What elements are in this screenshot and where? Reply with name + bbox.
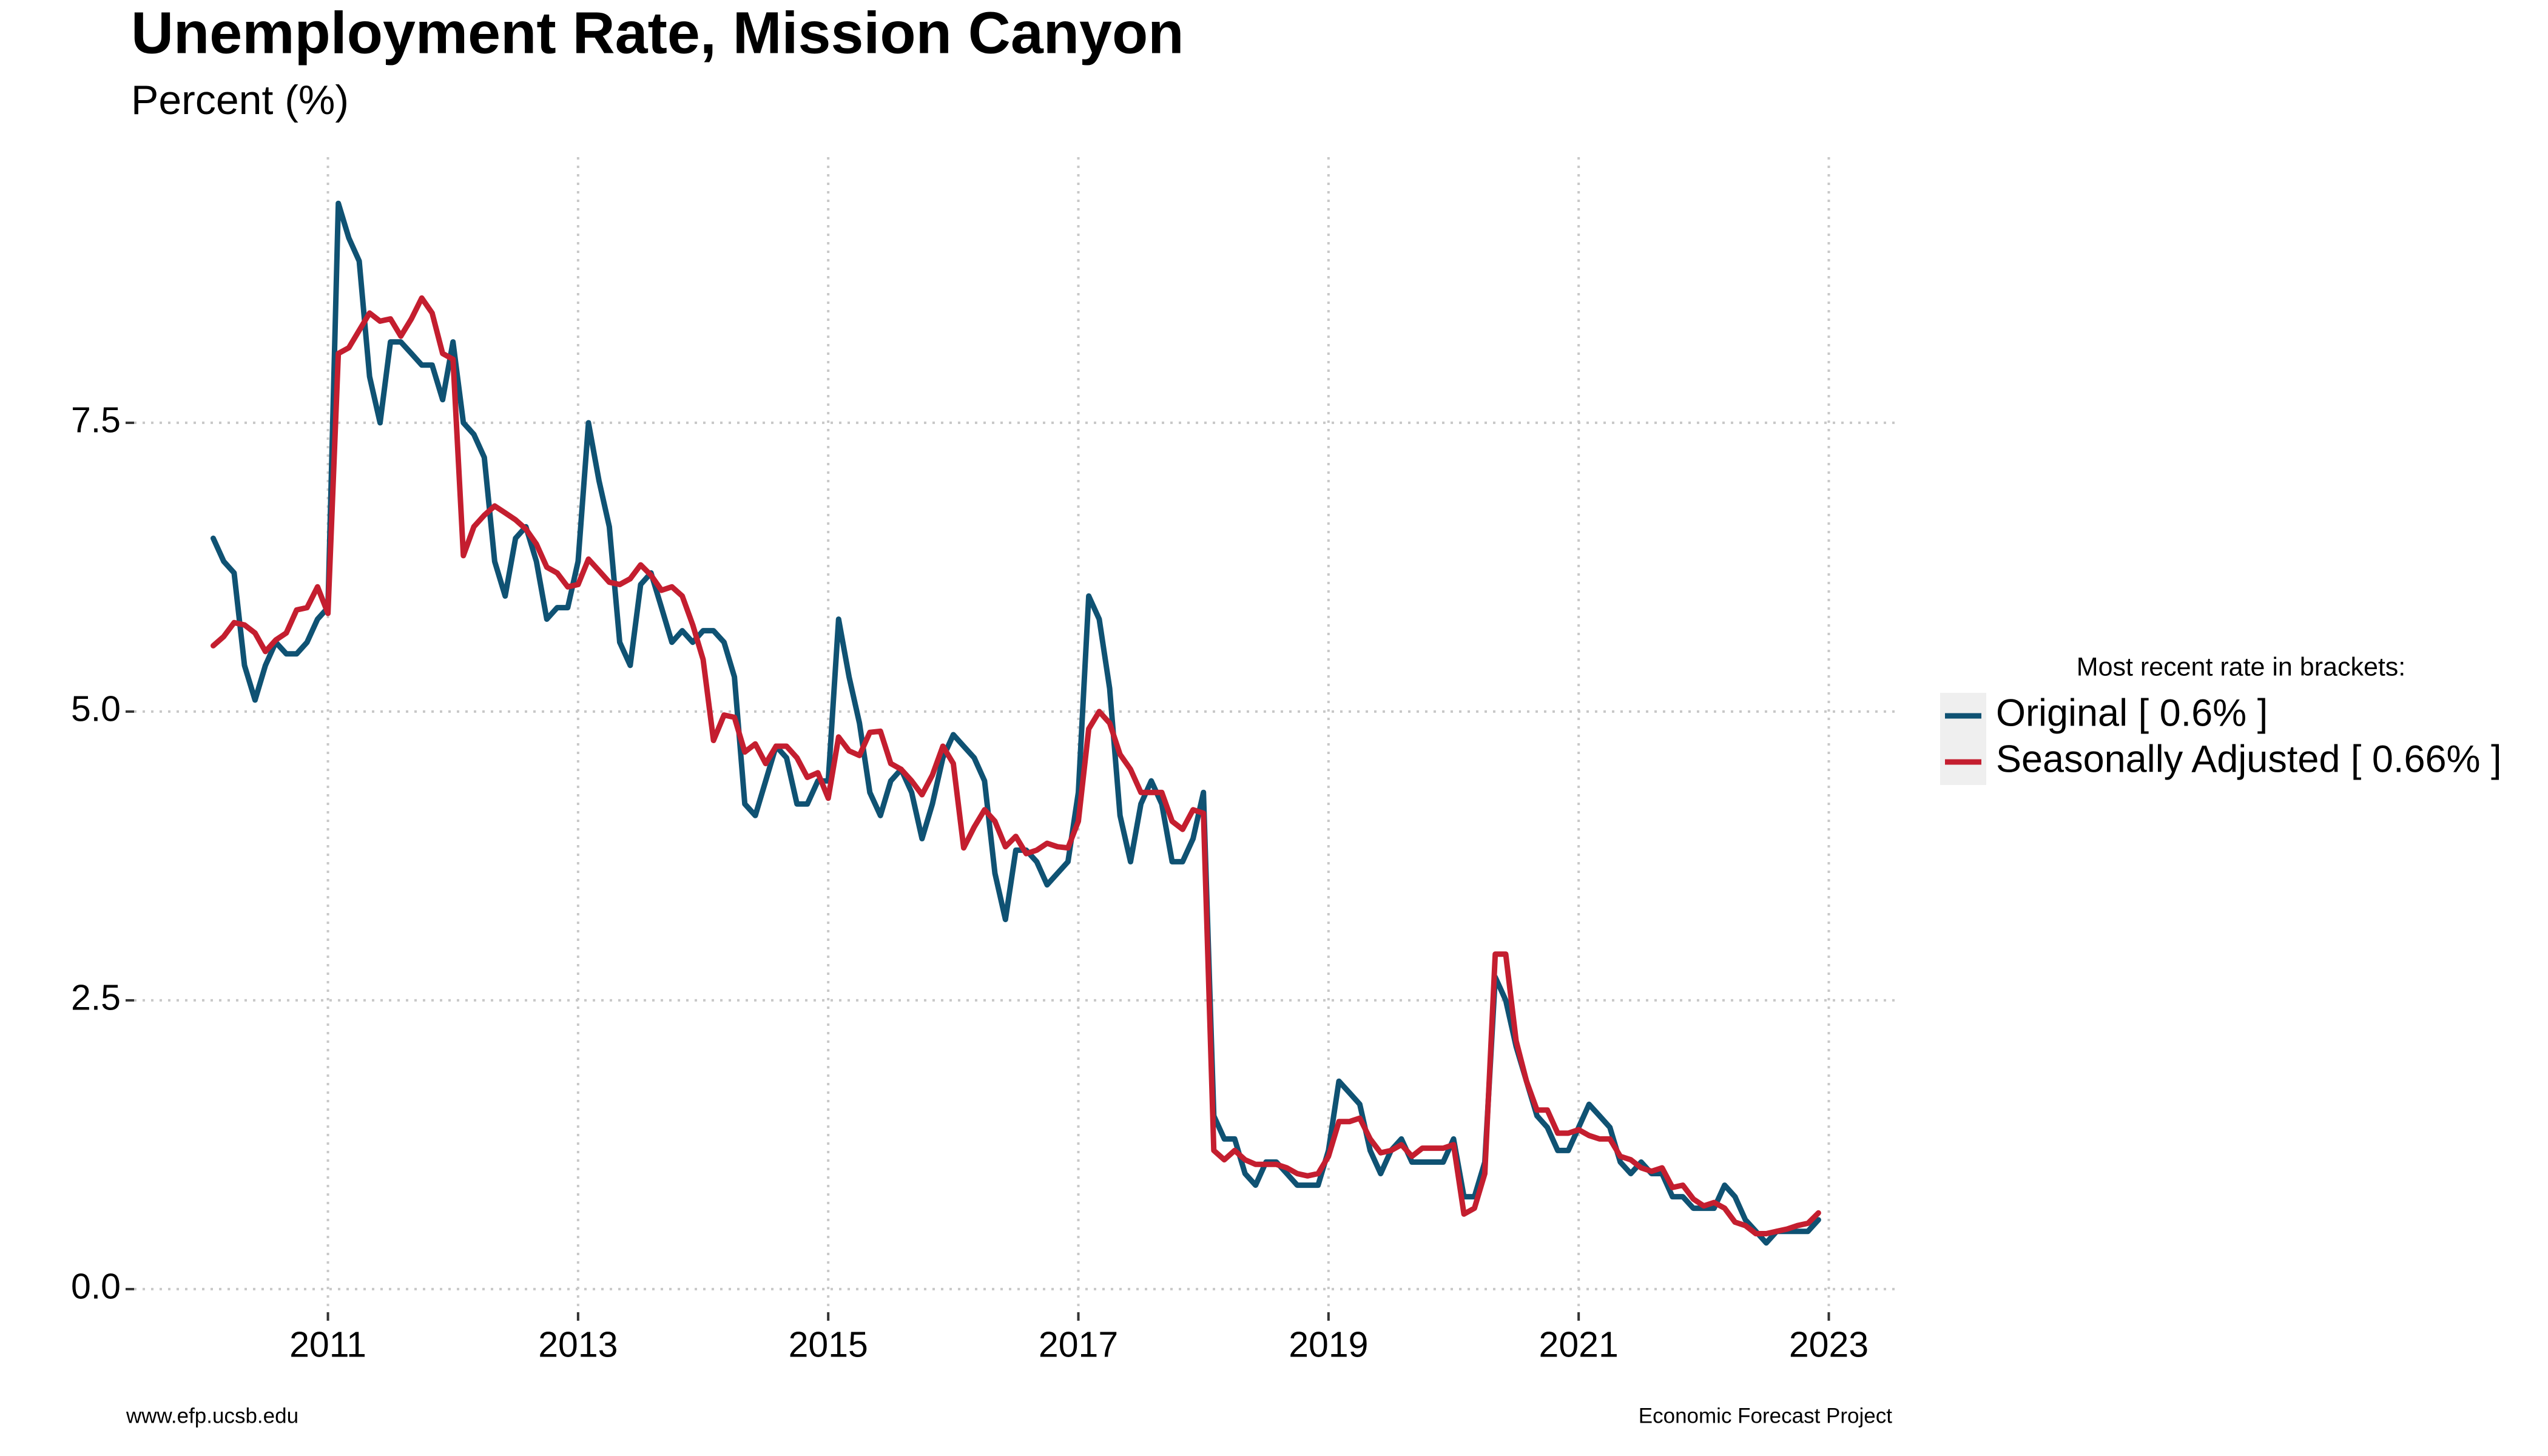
- x-tick-label: 2019: [1289, 1325, 1368, 1365]
- legend-label: Seasonally Adjusted [ 0.66% ]: [1996, 738, 2502, 781]
- chart-subtitle: Percent (%): [131, 77, 349, 123]
- y-tick-label: 5.0: [71, 689, 121, 729]
- y-tick-label: 0.0: [71, 1266, 121, 1306]
- y-tick-label: 7.5: [71, 400, 121, 440]
- legend-label: Original [ 0.6% ]: [1996, 692, 2268, 735]
- series-line: [211, 295, 1821, 1236]
- y-tick-label: 2.5: [71, 977, 121, 1017]
- x-tick-label: 2023: [1789, 1325, 1869, 1365]
- x-tick-label: 2011: [289, 1325, 366, 1365]
- x-tick-label: 2017: [1039, 1325, 1118, 1365]
- chart-title: Unemployment Rate, Mission Canyon: [131, 0, 1184, 66]
- legend-title: Most recent rate in brackets:: [2077, 652, 2406, 681]
- x-tick-label: 2021: [1539, 1325, 1619, 1365]
- footer-right: Economic Forecast Project: [1639, 1404, 1892, 1427]
- x-tick-label: 2013: [538, 1325, 618, 1365]
- footer-left: www.efp.ucsb.edu: [126, 1404, 298, 1427]
- series-line: [211, 200, 1821, 1246]
- x-tick-label: 2015: [789, 1325, 868, 1365]
